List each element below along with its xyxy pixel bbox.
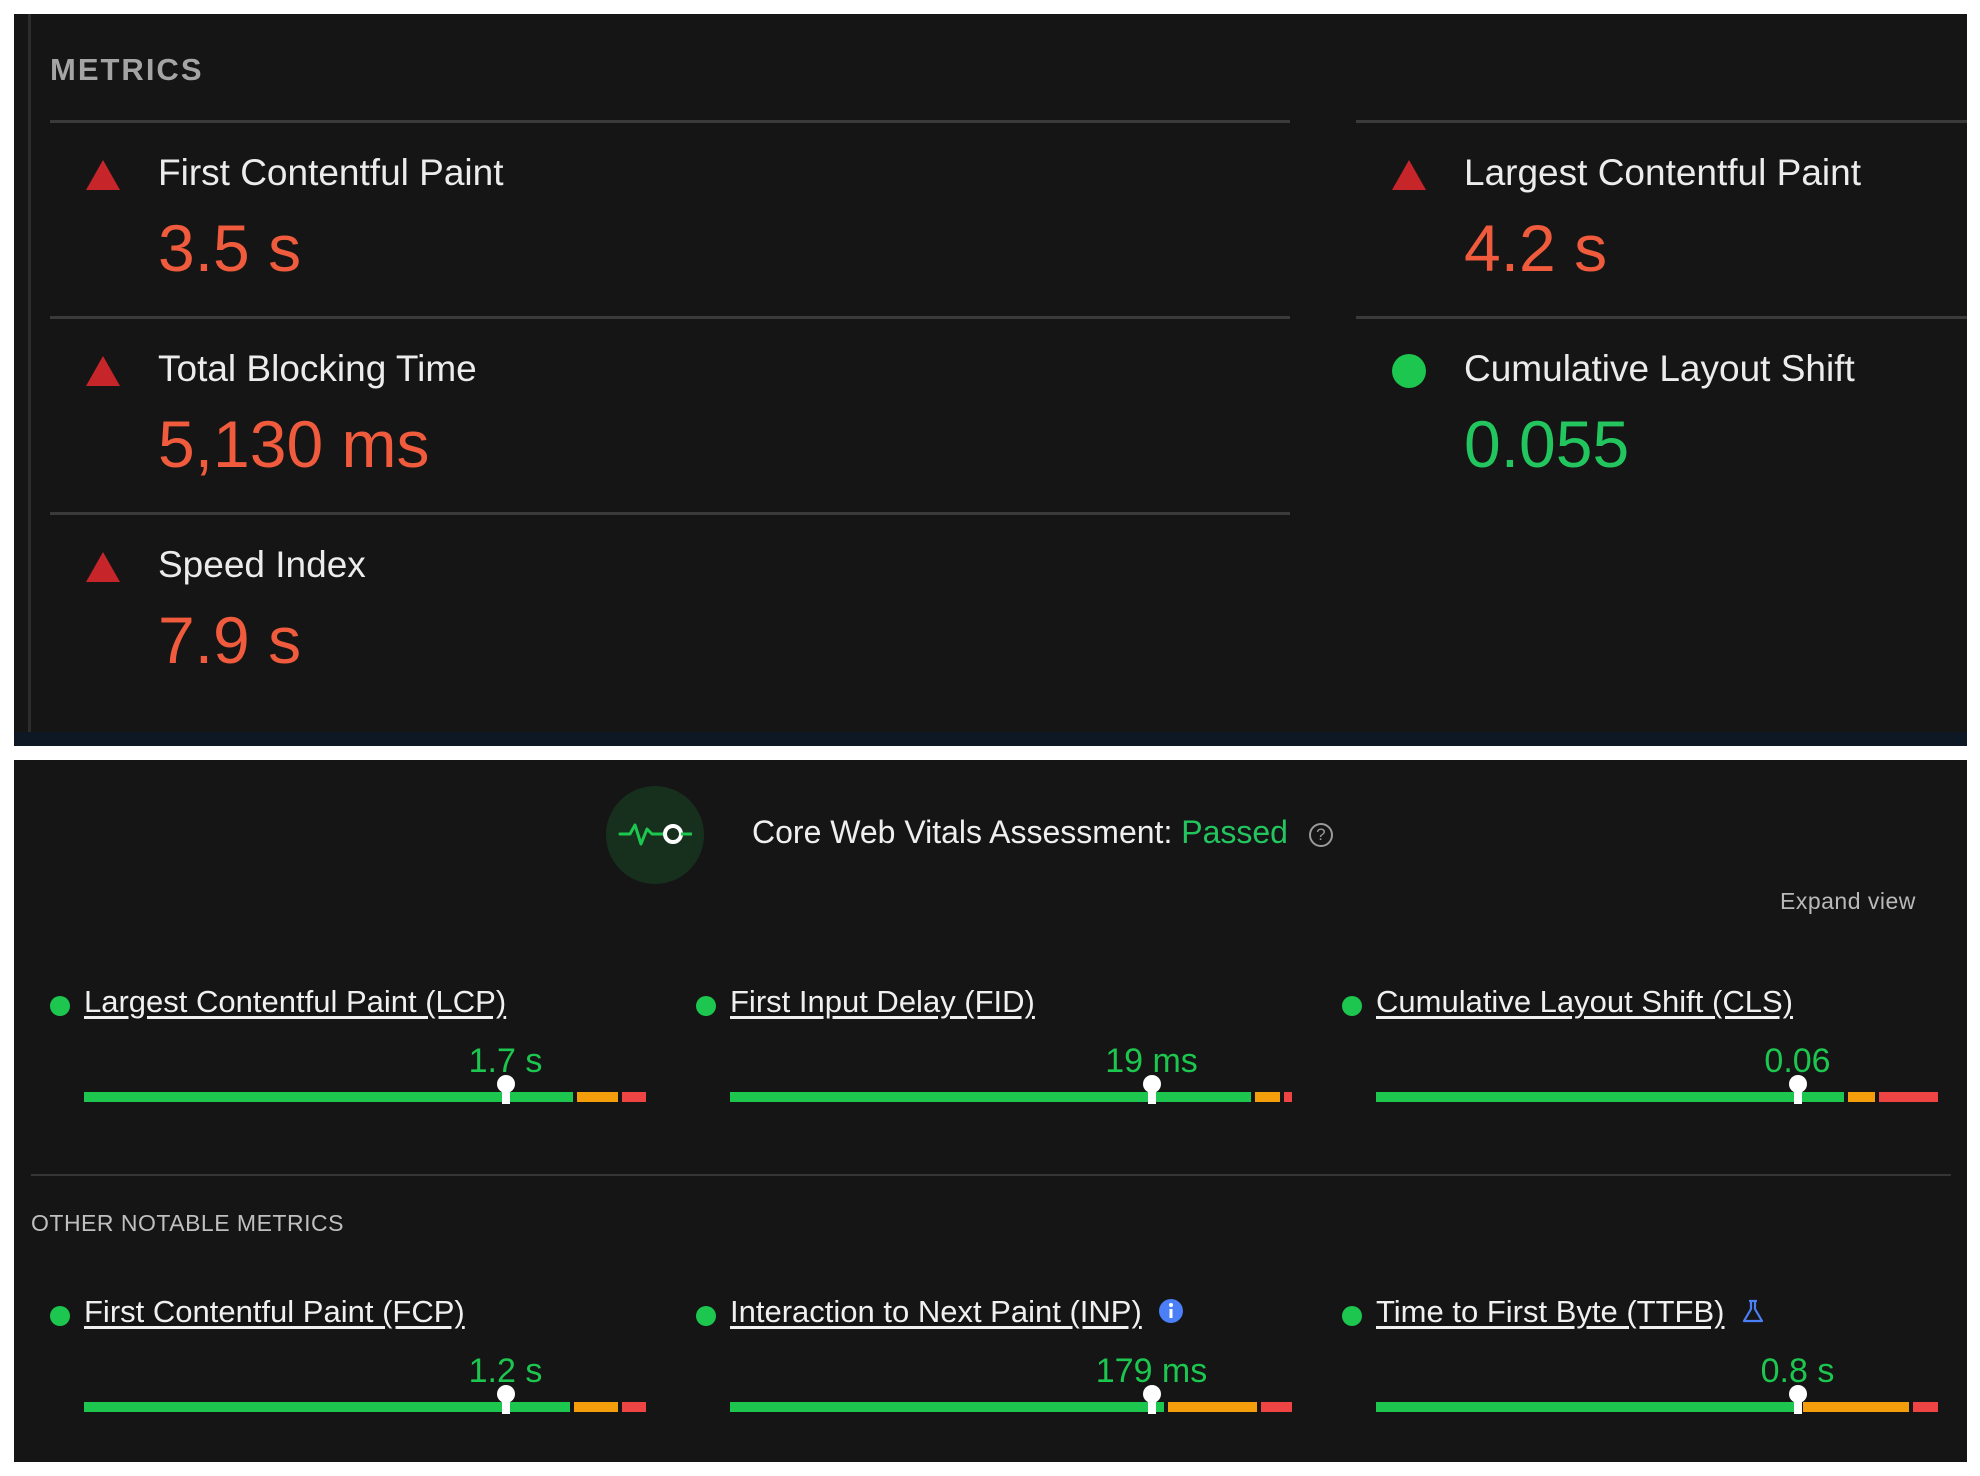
distribution-segment-ni	[576, 1092, 618, 1102]
metric-value: 3.5 s	[158, 211, 302, 285]
vital-card: Time to First Byte (TTFB) 0.8 s	[1342, 1294, 1938, 1434]
good-status-dot-icon	[696, 996, 716, 1016]
distribution-segment-good	[1376, 1092, 1845, 1102]
metrics-section-title: METRICS	[50, 52, 204, 87]
good-status-dot-icon	[696, 1306, 716, 1326]
metric-link[interactable]: Largest Contentful Paint (LCP)	[84, 984, 507, 1019]
metric-link[interactable]: First Contentful Paint (FCP)	[84, 1294, 465, 1329]
expand-view-button[interactable]: Expand view	[1780, 888, 1916, 914]
percentile-marker-icon	[1141, 1384, 1163, 1416]
metric-value: 7.9 s	[158, 603, 302, 677]
metric-link[interactable]: Time to First Byte (TTFB)	[1376, 1294, 1725, 1329]
lighthouse-metrics-panel: METRICS First Contentful Paint 3.5 s Lar…	[14, 14, 1967, 746]
distribution-segment-poor	[621, 1402, 646, 1412]
metric-label: Cumulative Layout Shift	[1464, 348, 1855, 389]
poor-triangle-icon	[86, 160, 120, 190]
vital-card: First Contentful Paint (FCP) 1.2 s	[50, 1294, 646, 1434]
metric-value: 19 ms	[1105, 1042, 1198, 1080]
divider	[1356, 316, 1967, 319]
divider	[50, 316, 1290, 319]
distribution-segment-poor	[1878, 1092, 1938, 1102]
distribution-bar	[84, 1402, 646, 1412]
metric-value: 179 ms	[1095, 1352, 1208, 1390]
assessment-result: Passed	[1181, 814, 1288, 850]
vital-card: Cumulative Layout Shift (CLS) 0.06	[1342, 984, 1938, 1124]
cwv-assessment-title: Core Web Vitals Assessment: Passed ?	[752, 814, 1333, 851]
heartbeat-icon	[606, 786, 704, 884]
distribution-segment-good	[1376, 1402, 1800, 1412]
metric-label: Total Blocking Time	[158, 348, 477, 389]
distribution-segment-ni	[1168, 1402, 1258, 1412]
metric-link[interactable]: First Input Delay (FID)	[730, 984, 1035, 1019]
metric-value: 0.055	[1464, 407, 1630, 481]
vital-card: First Input Delay (FID) 19 ms	[696, 984, 1292, 1124]
percentile-marker-icon	[495, 1074, 517, 1106]
distribution-segment-poor	[1912, 1402, 1938, 1412]
divider	[1356, 120, 1967, 123]
good-circle-icon	[1392, 354, 1426, 388]
poor-triangle-icon	[86, 552, 120, 582]
divider	[50, 120, 1290, 123]
distribution-segment-ni	[1848, 1092, 1875, 1102]
distribution-segment-poor	[1283, 1092, 1292, 1102]
metric-value: 0.06	[1764, 1042, 1831, 1080]
good-status-dot-icon	[1342, 1306, 1362, 1326]
panel-left-rule	[28, 14, 31, 732]
percentile-marker-icon	[1141, 1074, 1163, 1106]
metric-link[interactable]: Interaction to Next Paint (INP)	[730, 1294, 1142, 1329]
percentile-marker-icon	[1787, 1074, 1809, 1106]
vital-card: Interaction to Next Paint (INP) 179 ms	[696, 1294, 1292, 1434]
panel-bottom-strip	[14, 732, 1967, 746]
distribution-bar	[1376, 1092, 1938, 1102]
section-divider	[31, 1174, 1951, 1176]
distribution-segment-poor	[1261, 1402, 1292, 1412]
metric-label: Speed Index	[158, 544, 366, 585]
core-web-vitals-panel: Core Web Vitals Assessment: Passed ? Exp…	[14, 760, 1967, 1462]
question-circle-icon[interactable]: ?	[1308, 823, 1333, 847]
vital-card: Largest Contentful Paint (LCP) 1.7 s	[50, 984, 646, 1124]
flask-icon[interactable]	[1740, 1298, 1766, 1324]
percentile-marker-icon	[495, 1384, 517, 1416]
metric-value: 5,130 ms	[158, 407, 430, 481]
distribution-segment-poor	[621, 1092, 646, 1102]
divider	[50, 512, 1290, 515]
metric-value: 4.2 s	[1464, 211, 1608, 285]
distribution-bar	[730, 1092, 1292, 1102]
info-icon[interactable]	[1158, 1298, 1184, 1324]
distribution-bar	[1376, 1402, 1938, 1412]
distribution-bar	[730, 1402, 1292, 1412]
distribution-segment-ni	[1255, 1092, 1280, 1102]
poor-triangle-icon	[86, 356, 120, 386]
distribution-segment-ni	[1803, 1402, 1909, 1412]
distribution-segment-good	[84, 1402, 571, 1412]
metric-label: First Contentful Paint	[158, 152, 504, 193]
distribution-segment-good	[84, 1092, 573, 1102]
other-metrics-title: OTHER NOTABLE METRICS	[31, 1210, 344, 1236]
assessment-label: Core Web Vitals Assessment:	[752, 814, 1173, 850]
poor-triangle-icon	[1392, 160, 1426, 190]
distribution-bar	[84, 1092, 646, 1102]
good-status-dot-icon	[1342, 996, 1362, 1016]
distribution-segment-good	[730, 1402, 1165, 1412]
metric-value: 1.2 s	[468, 1352, 543, 1390]
percentile-marker-icon	[1787, 1384, 1809, 1416]
metric-label: Largest Contentful Paint	[1464, 152, 1861, 193]
distribution-segment-good	[730, 1092, 1252, 1102]
metric-value: 0.8 s	[1760, 1352, 1835, 1390]
good-status-dot-icon	[50, 1306, 70, 1326]
good-status-dot-icon	[50, 996, 70, 1016]
distribution-segment-ni	[574, 1402, 618, 1412]
metric-value: 1.7 s	[468, 1042, 543, 1080]
metric-link[interactable]: Cumulative Layout Shift (CLS)	[1376, 984, 1793, 1019]
